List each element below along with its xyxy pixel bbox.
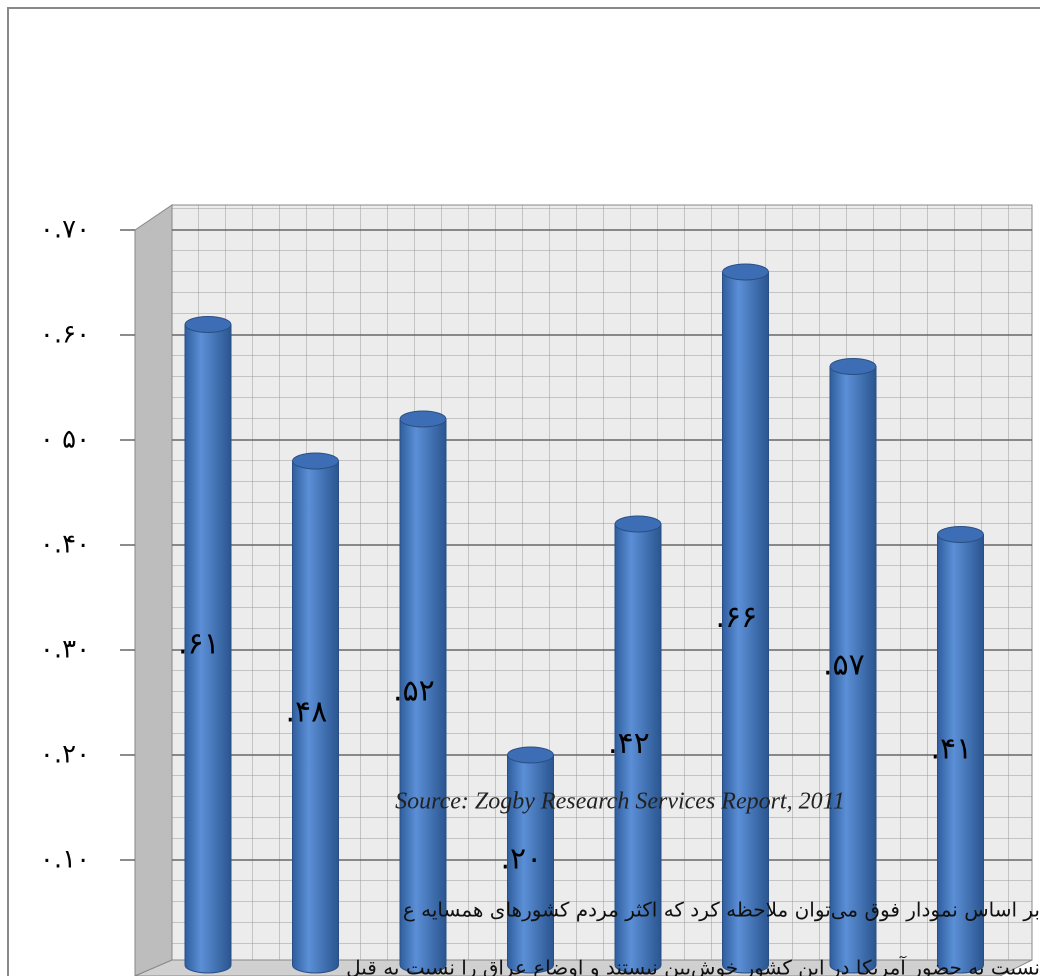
frame bbox=[7, 7, 1040, 976]
y-tick-label: ۰.۲۰ bbox=[40, 740, 90, 770]
bar bbox=[507, 754, 554, 974]
data-label: .۴۸ bbox=[286, 695, 328, 730]
bar-top bbox=[399, 410, 447, 428]
bar bbox=[184, 324, 232, 974]
y-tick-label: ۰.۱۰ bbox=[40, 845, 90, 875]
data-label: .۶۶ bbox=[716, 600, 758, 635]
bar-top bbox=[722, 263, 769, 281]
bar-top bbox=[292, 452, 339, 470]
data-label: .۵۷ bbox=[823, 647, 865, 682]
y-tick-label: ۰.۳۰ bbox=[40, 635, 90, 665]
y-tick-label: ۰.۶۰ bbox=[40, 320, 90, 350]
paragraph-line: نسبت به حضور آمریکا در این کشور خوش‌بین … bbox=[346, 955, 1040, 977]
bar-top bbox=[184, 316, 232, 333]
bar bbox=[829, 366, 877, 974]
bar-top bbox=[507, 746, 554, 764]
paragraph-line: بر اساس نمودار فوق می‌توان ملاحظه کرد که… bbox=[403, 898, 1040, 922]
data-label: .۶۱ bbox=[178, 626, 220, 661]
bar-top bbox=[829, 358, 877, 375]
bar bbox=[937, 534, 984, 974]
bar-top bbox=[937, 526, 984, 543]
bar bbox=[399, 418, 447, 974]
source: Source: Zogby Research Services Report, … bbox=[395, 789, 845, 815]
data-label: .۴۲ bbox=[608, 726, 650, 761]
bar-top bbox=[614, 515, 662, 533]
y-tick-label: ۰.۷۰ bbox=[40, 215, 90, 245]
bar bbox=[292, 460, 339, 974]
bar bbox=[722, 271, 769, 974]
data-label: .۴۱ bbox=[931, 731, 973, 766]
y-tick-label: ۰.۴۰ bbox=[40, 530, 90, 560]
side-wall bbox=[134, 204, 173, 977]
data-label: .۲۰ bbox=[501, 842, 543, 877]
bar bbox=[614, 523, 662, 974]
data-label: .۵۲ bbox=[393, 674, 435, 709]
y-tick-label: ۰ ۵۰ bbox=[40, 425, 90, 455]
